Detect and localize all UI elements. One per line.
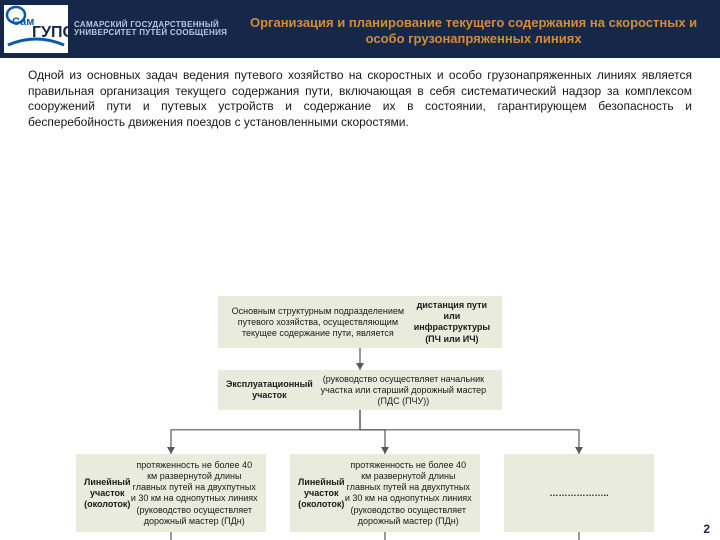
intro-paragraph: Одной из основных задач ведения путевого… — [0, 58, 720, 136]
university-name: САМАРСКИЙ ГОСУДАРСТВЕННЫЙ УНИВЕРСИТЕТ ПУ… — [74, 21, 227, 37]
slide-title: Организация и планирование текущего соде… — [241, 15, 706, 48]
slide-title-block: Организация и планирование текущего соде… — [227, 11, 720, 48]
university-line2: УНИВЕРСИТЕТ ПУТЕЙ СООБЩЕНИЯ — [74, 29, 227, 37]
flow-arrow — [0, 136, 720, 540]
university-logo: Сам ГУПС — [4, 5, 68, 53]
page-number: 2 — [703, 522, 710, 536]
header: Сам ГУПС САМАРСКИЙ ГОСУДАРСТВЕННЫЙ УНИВЕ… — [0, 0, 720, 58]
